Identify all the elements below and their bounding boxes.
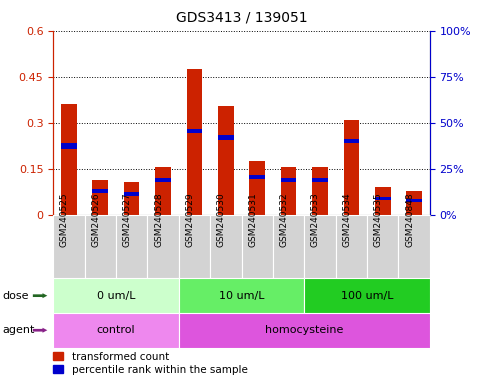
Bar — [343, 120, 359, 215]
Bar — [85, 215, 116, 278]
Text: 100 um/L: 100 um/L — [341, 291, 393, 301]
Text: GSM240534: GSM240534 — [342, 193, 352, 247]
Text: GDS3413 / 139051: GDS3413 / 139051 — [176, 10, 307, 24]
Bar — [61, 144, 77, 149]
Bar — [179, 215, 210, 278]
Bar — [155, 167, 171, 215]
Bar — [155, 178, 171, 182]
Text: 10 um/L: 10 um/L — [219, 291, 264, 301]
Bar — [124, 192, 140, 196]
Bar — [242, 215, 273, 278]
Text: GSM240531: GSM240531 — [248, 193, 257, 247]
Bar — [406, 199, 422, 202]
Text: GSM240527: GSM240527 — [123, 193, 131, 247]
Text: GSM240528: GSM240528 — [154, 193, 163, 247]
Bar — [53, 278, 179, 313]
Bar — [179, 313, 430, 348]
Bar — [281, 167, 297, 215]
Text: GSM240532: GSM240532 — [280, 193, 289, 247]
Text: GSM240533: GSM240533 — [311, 193, 320, 247]
Bar — [61, 104, 77, 215]
Bar — [304, 215, 336, 278]
Text: GSM240526: GSM240526 — [91, 193, 100, 247]
Text: homocysteine: homocysteine — [265, 325, 343, 335]
Bar — [249, 175, 265, 179]
Bar — [147, 215, 179, 278]
Bar — [336, 215, 367, 278]
Bar — [186, 69, 202, 215]
Bar — [218, 106, 234, 215]
Bar — [53, 215, 85, 278]
Text: control: control — [97, 325, 135, 335]
Text: GSM240535: GSM240535 — [374, 193, 383, 247]
Bar — [398, 215, 430, 278]
Text: dose: dose — [2, 291, 29, 301]
Bar — [406, 191, 422, 215]
Text: GSM240530: GSM240530 — [217, 193, 226, 247]
Bar — [367, 215, 398, 278]
Text: agent: agent — [2, 325, 35, 335]
Bar — [124, 182, 140, 215]
Text: GSM240525: GSM240525 — [60, 193, 69, 247]
Bar — [249, 161, 265, 215]
Bar — [218, 136, 234, 140]
Bar — [304, 278, 430, 313]
Bar — [273, 215, 304, 278]
Bar — [375, 197, 391, 200]
Bar — [92, 180, 108, 215]
Bar — [312, 178, 328, 182]
Bar — [179, 278, 304, 313]
Text: 0 um/L: 0 um/L — [97, 291, 135, 301]
Bar — [312, 167, 328, 215]
Bar — [53, 313, 179, 348]
Bar — [210, 215, 242, 278]
Legend: transformed count, percentile rank within the sample: transformed count, percentile rank withi… — [49, 348, 252, 379]
Bar — [186, 129, 202, 133]
Bar — [116, 215, 147, 278]
Bar — [375, 187, 391, 215]
Text: GSM240529: GSM240529 — [185, 193, 194, 247]
Bar — [92, 189, 108, 193]
Bar — [281, 178, 297, 182]
Bar — [343, 139, 359, 143]
Text: GSM240848: GSM240848 — [405, 193, 414, 247]
